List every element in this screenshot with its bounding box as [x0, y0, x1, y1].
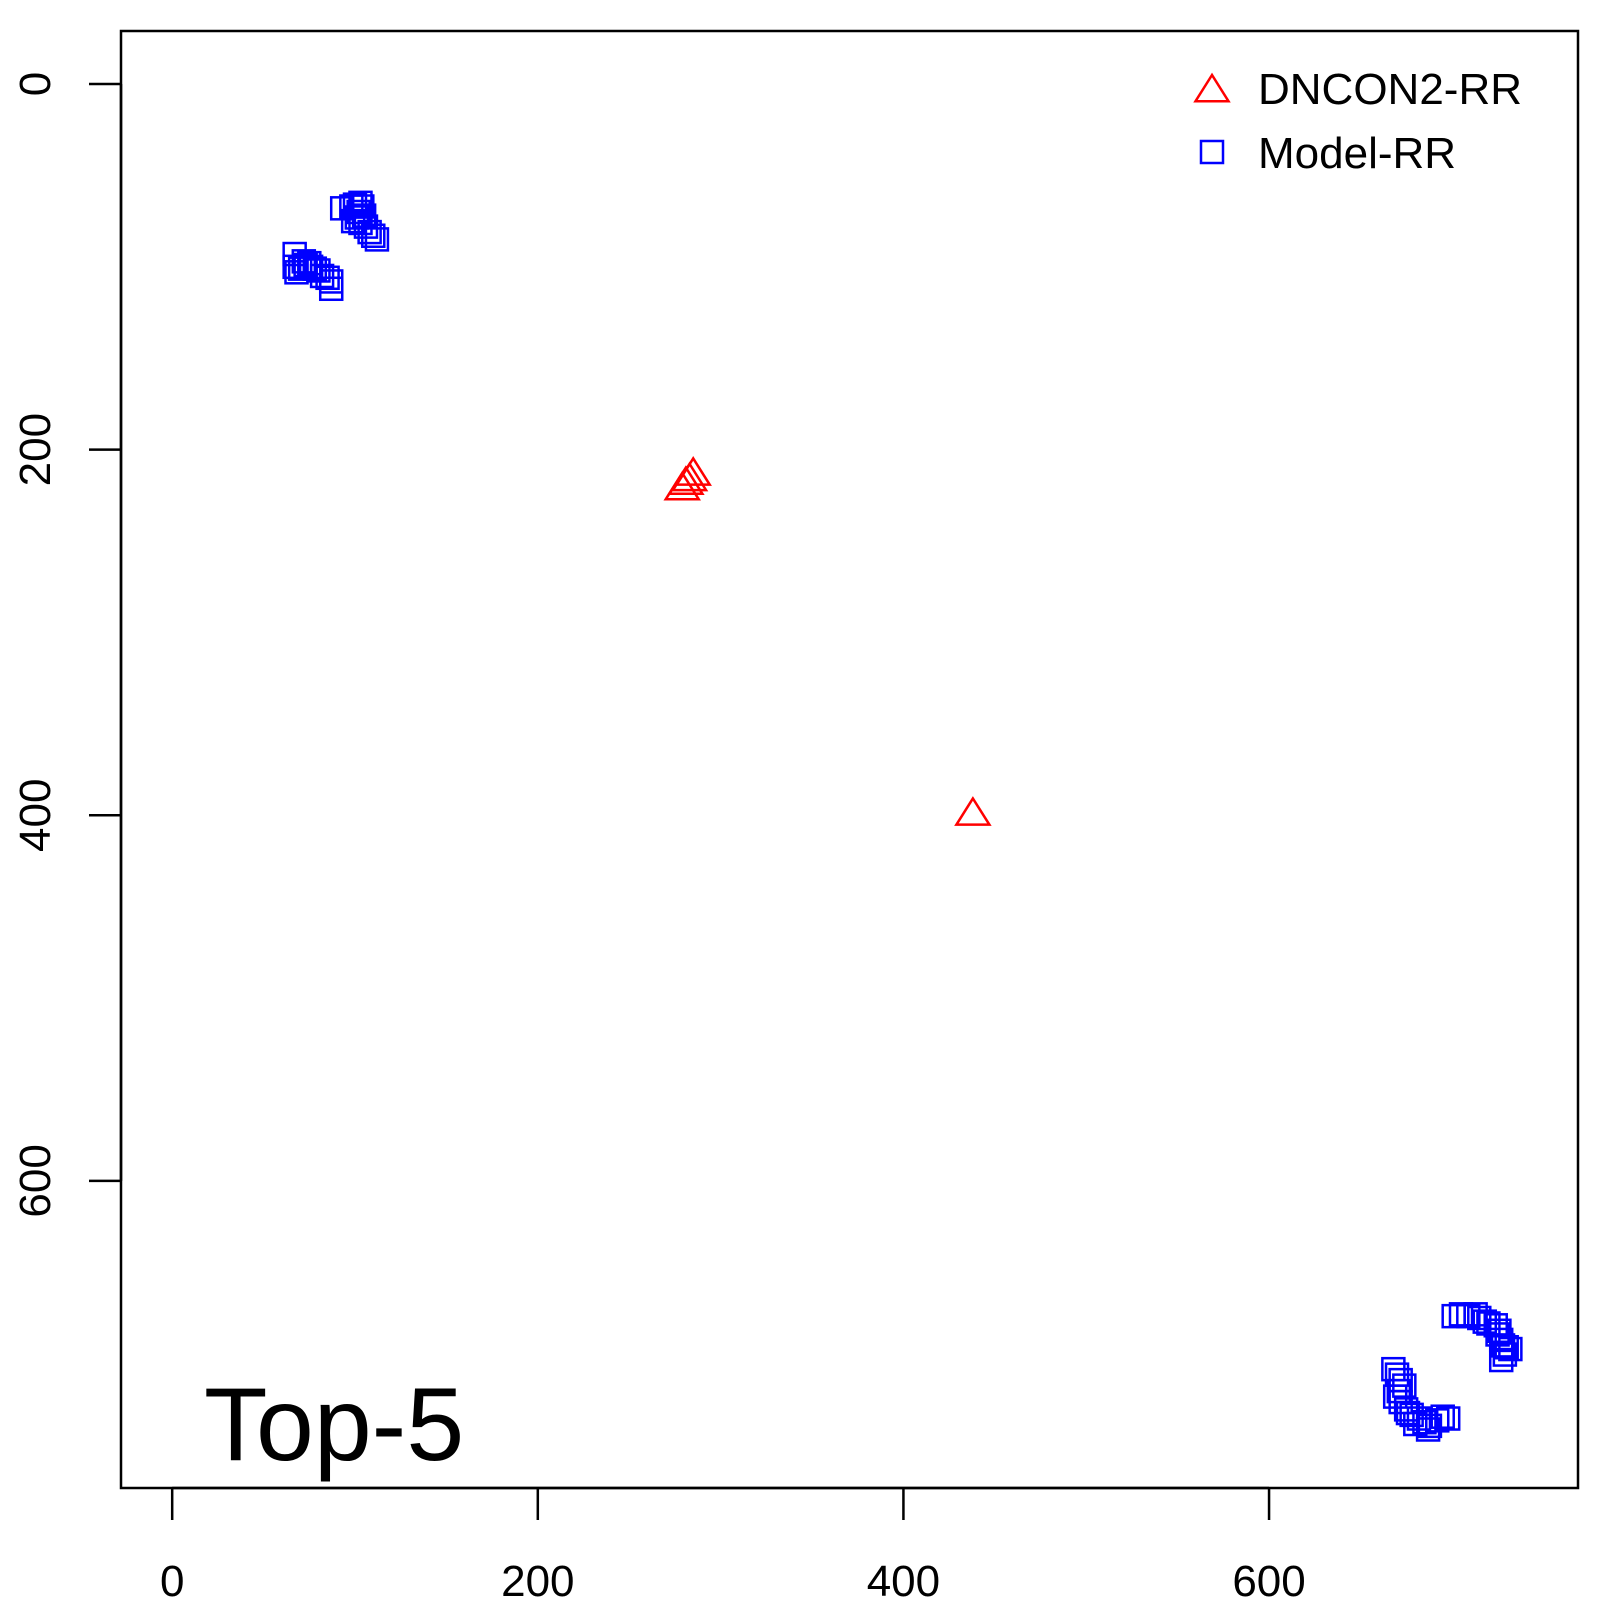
model-rr-point-28 — [1441, 1303, 1466, 1329]
model-rr-point-10 — [361, 223, 386, 248]
y-tick-label-600: 600 — [11, 1144, 60, 1217]
model-rr-point-41 — [1492, 1342, 1518, 1367]
model-rr-point-22 — [309, 263, 335, 289]
model-rr-point-27 — [284, 260, 309, 285]
model-rr-point-55 — [1417, 1413, 1443, 1439]
model-rr-point-32 — [1467, 1305, 1492, 1331]
model-rr-point-43 — [1485, 1322, 1510, 1347]
model-rr-point-3 — [348, 190, 373, 216]
model-rr-point-6 — [344, 205, 370, 230]
model-rr-point-61 — [1395, 1400, 1421, 1426]
x-tick-label-0: 0 — [160, 1557, 184, 1600]
legend-marker-model-rr — [1199, 139, 1225, 165]
y-tick-label-400: 400 — [11, 779, 60, 852]
dncon2-rr-point-4 — [954, 796, 992, 826]
model-rr-point-29 — [1448, 1302, 1474, 1327]
model-rr-point-13 — [340, 208, 366, 234]
series-model-rr — [282, 190, 1523, 1442]
x-tick-label-600: 600 — [1232, 1557, 1305, 1600]
model-rr-point-51 — [1393, 1397, 1419, 1422]
model-rr-point-18 — [297, 250, 322, 276]
model-rr-point-42 — [1488, 1347, 1514, 1373]
legend-label-dncon2-rr: DNCON2-RR — [1258, 65, 1522, 114]
plot-frame — [119, 29, 1580, 1490]
series-dncon2-rr — [663, 456, 992, 826]
panel-annotation: Top-5 — [204, 1367, 464, 1483]
model-rr-point-11 — [364, 227, 390, 252]
model-rr-point-37 — [1488, 1327, 1514, 1353]
x-tick-label-200: 200 — [501, 1557, 574, 1600]
legend-marker-dncon2-rr — [1193, 72, 1231, 103]
model-rr-point-59 — [1415, 1417, 1441, 1442]
model-rr-point-57 — [1430, 1404, 1455, 1429]
legend-label-model-rr: Model-RR — [1258, 129, 1456, 178]
y-tick-label-0: 0 — [11, 72, 60, 96]
legend: DNCON2-RR Model-RR — [1193, 65, 1522, 178]
marks-layer — [282, 190, 1523, 1442]
axes-layer: 0 200 400 600 0 200 400 600 — [11, 29, 1580, 1600]
y-tick-label-200: 200 — [11, 413, 60, 486]
model-rr-point-7 — [348, 210, 373, 236]
dncon2-rr-point-3 — [674, 456, 712, 486]
x-tick-label-400: 400 — [867, 1557, 940, 1600]
model-rr-point-39 — [1494, 1334, 1519, 1360]
model-rr-point-54 — [1412, 1409, 1437, 1435]
model-rr-point-25 — [318, 276, 344, 302]
